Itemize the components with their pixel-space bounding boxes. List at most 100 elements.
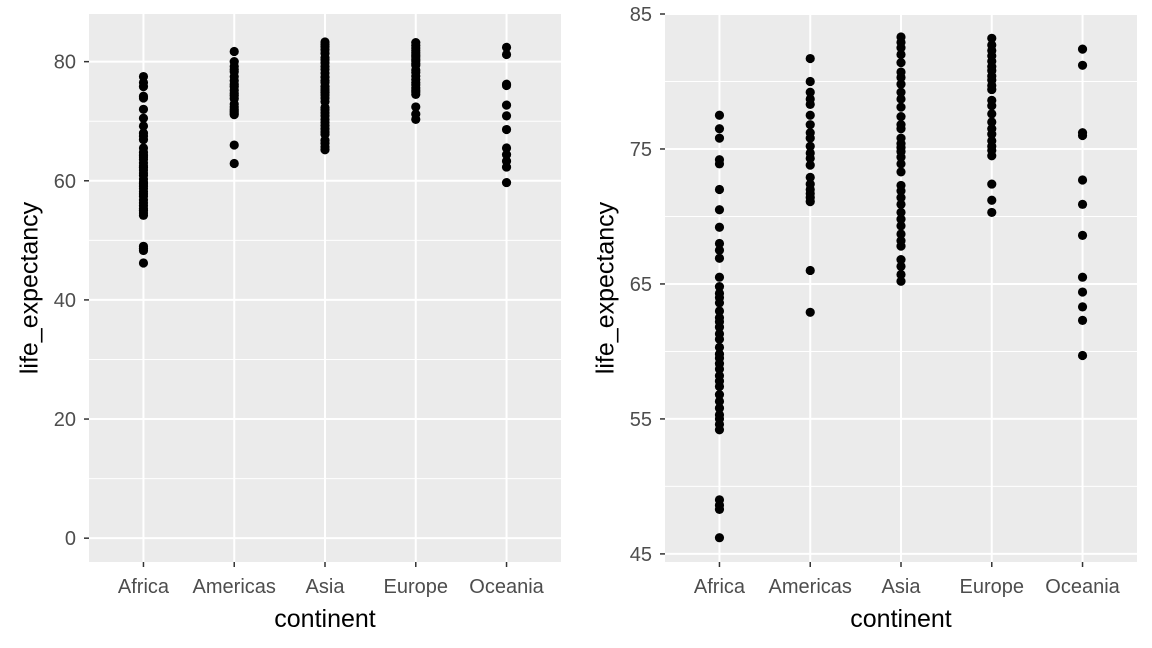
data-point: [229, 158, 239, 169]
x-tick-label: Asia: [306, 576, 346, 598]
data-point: [987, 195, 997, 205]
data-point: [501, 149, 512, 160]
data-point: [138, 104, 149, 114]
data-point: [987, 151, 997, 161]
x-axis-title: continent: [274, 605, 376, 633]
x-tick-label: Africa: [118, 576, 170, 598]
data-point: [320, 145, 330, 155]
data-point: [714, 282, 725, 292]
data-point: [896, 87, 906, 97]
data-point: [229, 140, 239, 150]
data-point: [1077, 230, 1088, 240]
x-tick-label: Asia: [882, 576, 922, 598]
data-point: [896, 159, 906, 169]
data-point: [714, 342, 725, 352]
data-point: [714, 364, 725, 374]
data-point: [1077, 60, 1088, 70]
data-point: [896, 241, 906, 251]
data-point: [987, 84, 997, 95]
x-tick-label: Americas: [193, 576, 276, 598]
data-point: [1077, 315, 1088, 325]
data-point: [805, 87, 815, 97]
data-point: [896, 57, 906, 68]
data-point: [1077, 302, 1088, 312]
x-tick-label: Europe: [960, 576, 1025, 598]
data-point: [987, 117, 997, 127]
x-axis-title: continent: [850, 605, 952, 633]
data-point: [714, 245, 725, 255]
data-point: [987, 109, 997, 119]
y-axis-title: life_expectancy: [592, 201, 620, 374]
y-tick-label: 55: [630, 409, 652, 431]
data-point: [896, 111, 906, 122]
data-point: [714, 533, 725, 543]
data-point: [411, 102, 421, 112]
x-tick-label: Europe: [384, 576, 449, 598]
data-point: [714, 390, 725, 400]
data-point: [138, 245, 149, 256]
data-point: [805, 172, 815, 182]
y-tick-label: 45: [630, 544, 652, 566]
x-tick-label: Africa: [694, 576, 746, 598]
data-point: [896, 79, 906, 89]
data-point: [138, 113, 149, 123]
data-point: [896, 102, 906, 112]
data-point: [896, 229, 906, 239]
y-tick-label: 65: [630, 274, 652, 296]
data-point: [1077, 272, 1088, 282]
y-tick-label: 40: [54, 290, 76, 312]
data-point: [987, 207, 997, 218]
data-point: [805, 153, 815, 164]
data-point: [805, 53, 815, 64]
data-point: [896, 94, 906, 104]
data-point: [896, 199, 906, 209]
x-tick-label: Oceania: [469, 576, 544, 598]
data-point: [1077, 199, 1088, 209]
data-point: [805, 110, 815, 120]
right-scatter-chart: 45 55 65 75 85 Africa Americas Asia Europe Oceani…: [592, 4, 1137, 633]
y-tick-label: 75: [630, 139, 652, 161]
data-point: [501, 100, 512, 110]
y-tick-label: 60: [54, 171, 76, 193]
data-point: [987, 129, 997, 139]
data-point: [805, 160, 815, 170]
data-point: [501, 162, 512, 172]
y-tick-label: 85: [630, 4, 652, 26]
data-point: [714, 124, 725, 134]
data-point: [1077, 44, 1088, 54]
data-point: [501, 124, 512, 135]
data-point: [138, 258, 149, 268]
data-point: [987, 101, 997, 111]
data-point: [501, 143, 512, 153]
data-point: [714, 205, 725, 215]
data-point: [714, 396, 725, 406]
data-point: [714, 322, 725, 332]
data-point: [714, 253, 725, 263]
data-point: [229, 46, 239, 57]
data-point: [896, 255, 906, 265]
data-point: [805, 197, 815, 207]
data-point: [501, 42, 512, 52]
data-point: [805, 76, 815, 87]
data-point: [896, 167, 906, 177]
data-point: [714, 504, 725, 514]
left-scatter-chart: 0 20 40 60 80 Africa Americas Asia Europe Oceania…: [16, 14, 561, 633]
data-point: [805, 265, 815, 276]
data-point: [896, 261, 906, 272]
data-point: [138, 93, 149, 103]
data-point: [987, 179, 997, 189]
data-point: [138, 210, 149, 220]
data-point: [896, 276, 906, 286]
data-point: [896, 49, 906, 60]
data-point: [1077, 130, 1088, 141]
data-point: [896, 192, 906, 203]
data-point: [714, 334, 725, 344]
data-point: [1077, 287, 1088, 297]
x-tick-label: Americas: [769, 576, 852, 598]
data-point: [138, 82, 149, 92]
x-tick-label: Oceania: [1045, 576, 1120, 598]
data-point: [805, 120, 815, 130]
data-point: [714, 381, 725, 392]
data-point: [1077, 350, 1088, 361]
